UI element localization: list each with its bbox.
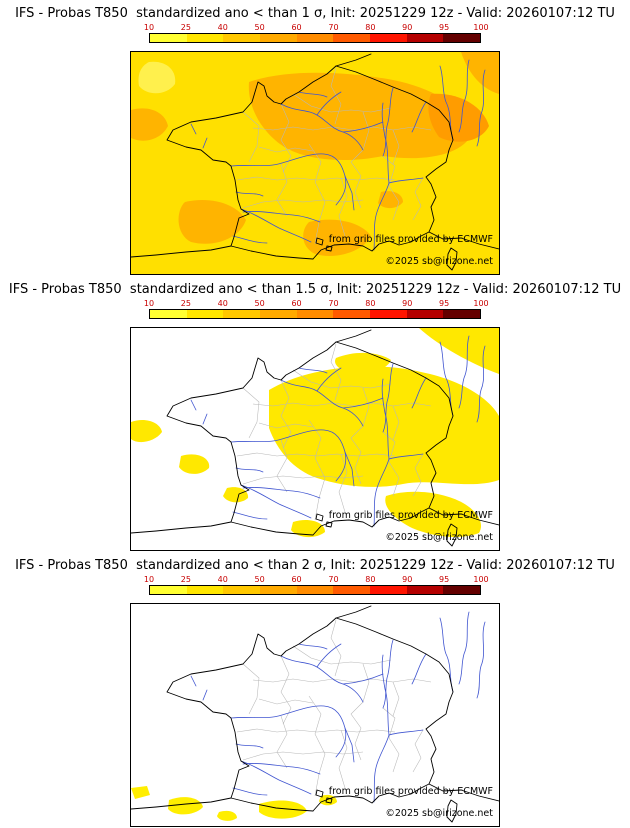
panel-prob-lt-1sigma: IFS - Probas T850 standardized ano < tha… xyxy=(0,0,630,276)
colorbar-segment xyxy=(186,34,224,42)
colorbar: 10 25 40 50 60 70 80 90 95 100 xyxy=(144,575,489,595)
map-copyright: ©2025 sb@irizone.net xyxy=(385,808,493,819)
map-copyright: ©2025 sb@irizone.net xyxy=(385,532,493,543)
colorbar-segment xyxy=(443,34,481,42)
colorbar-tick: 10 xyxy=(143,23,155,32)
panel-title: IFS - Probas T850 standardized ano < tha… xyxy=(15,558,615,573)
panel-title: IFS - Probas T850 standardized ano < tha… xyxy=(8,282,622,297)
colorbar-segment xyxy=(370,586,407,594)
map-svg: from grib files provided by ECMWF ©2025 … xyxy=(131,328,499,550)
colorbar-tick: 70 xyxy=(328,299,339,308)
colorbar-tick: 60 xyxy=(291,299,302,308)
colorbar-segment xyxy=(443,310,481,318)
colorbar-tick: 80 xyxy=(365,575,376,584)
colorbar-tick: 70 xyxy=(328,575,339,584)
colorbar-tick: 10 xyxy=(143,575,155,584)
colorbar-tick: 25 xyxy=(180,299,191,308)
panel-prob-lt-2sigma: IFS - Probas T850 standardized ano < tha… xyxy=(0,552,630,828)
map-svg: from grib files provided by ECMWF ©2025 … xyxy=(131,604,499,826)
colorbar-tick: 50 xyxy=(254,23,265,32)
map-france-prob-1sigma: from grib files provided by ECMWF ©2025 … xyxy=(130,51,500,275)
colorbar-segment xyxy=(406,34,444,42)
colorbar-segment xyxy=(406,310,444,318)
colorbar-segment xyxy=(443,586,481,594)
colorbar-tick-labels: 10 25 40 50 60 70 80 90 95 100 xyxy=(144,575,489,585)
colorbar-tick: 40 xyxy=(217,23,228,32)
colorbar-tick: 95 xyxy=(439,299,450,308)
colorbar-tick: 50 xyxy=(254,299,265,308)
colorbar-tick: 95 xyxy=(439,575,450,584)
colorbar-segment xyxy=(260,34,297,42)
colorbar-tick: 90 xyxy=(402,23,413,32)
panel-title: IFS - Probas T850 standardized ano < tha… xyxy=(15,6,615,21)
map-copyright: ©2025 sb@irizone.net xyxy=(385,256,493,267)
map-france-prob-2sigma: from grib files provided by ECMWF ©2025 … xyxy=(130,603,500,827)
rivers xyxy=(190,59,486,251)
department-boundaries xyxy=(236,67,432,245)
colorbar-tick: 100 xyxy=(473,575,489,584)
colorbar-segment xyxy=(333,310,371,318)
colorbar-tick: 40 xyxy=(217,299,228,308)
probability-patches xyxy=(131,52,499,256)
colorbar-tick-labels: 10 25 40 50 60 70 80 90 95 100 xyxy=(144,23,489,33)
panel-prob-lt-1p5sigma: IFS - Probas T850 standardized ano < tha… xyxy=(0,276,630,552)
colorbar: 10 25 40 50 60 70 80 90 95 100 xyxy=(144,299,489,319)
colorbar-segment xyxy=(406,586,444,594)
colorbar-segment xyxy=(150,34,187,42)
colorbar-segment xyxy=(370,310,407,318)
colorbar-tick: 70 xyxy=(328,23,339,32)
colorbar-tick: 90 xyxy=(402,299,413,308)
colorbar-tick: 90 xyxy=(402,575,413,584)
colorbar-segment xyxy=(333,586,371,594)
colorbar-gradient xyxy=(149,585,481,595)
colorbar-segment xyxy=(370,34,407,42)
map-france-prob-1p5sigma: from grib files provided by ECMWF ©2025 … xyxy=(130,327,500,551)
colorbar-tick: 10 xyxy=(143,299,155,308)
colorbar-segment xyxy=(223,34,261,42)
probability-patches xyxy=(131,328,499,538)
colorbar-segment xyxy=(260,586,297,594)
colorbar-segment xyxy=(186,586,224,594)
colorbar-tick: 60 xyxy=(291,23,302,32)
colorbar-tick: 40 xyxy=(217,575,228,584)
colorbar-tick: 25 xyxy=(180,575,191,584)
colorbar-gradient xyxy=(149,33,481,43)
map-credit: from grib files provided by ECMWF xyxy=(329,234,493,245)
colorbar-tick: 80 xyxy=(365,299,376,308)
colorbar-segment xyxy=(296,310,334,318)
colorbar-tick: 50 xyxy=(254,575,265,584)
colorbar-tick: 100 xyxy=(473,299,489,308)
colorbar-tick: 100 xyxy=(473,23,489,32)
colorbar-gradient xyxy=(149,309,481,319)
colorbar-segment xyxy=(296,586,334,594)
probability-base-fill xyxy=(131,604,499,826)
geography-layer xyxy=(131,53,499,271)
colorbar-segment xyxy=(260,310,297,318)
colorbar-tick: 80 xyxy=(365,23,376,32)
colorbar-segment xyxy=(223,310,261,318)
colorbar-segment xyxy=(296,34,334,42)
colorbar-segment xyxy=(186,310,224,318)
colorbar-tick: 25 xyxy=(180,23,191,32)
colorbar-tick: 95 xyxy=(439,23,450,32)
map-svg: from grib files provided by ECMWF ©2025 … xyxy=(131,52,499,274)
colorbar-tick: 60 xyxy=(291,575,302,584)
map-credit: from grib files provided by ECMWF xyxy=(329,510,493,521)
colorbar-tick-labels: 10 25 40 50 60 70 80 90 95 100 xyxy=(144,299,489,309)
colorbar-segment xyxy=(333,34,371,42)
colorbar-segment xyxy=(150,586,187,594)
coastline-borders xyxy=(131,53,499,271)
colorbar-segment xyxy=(223,586,261,594)
map-credit: from grib files provided by ECMWF xyxy=(329,786,493,797)
colorbar-segment xyxy=(150,310,187,318)
colorbar: 10 25 40 50 60 70 80 90 95 100 xyxy=(144,23,489,43)
